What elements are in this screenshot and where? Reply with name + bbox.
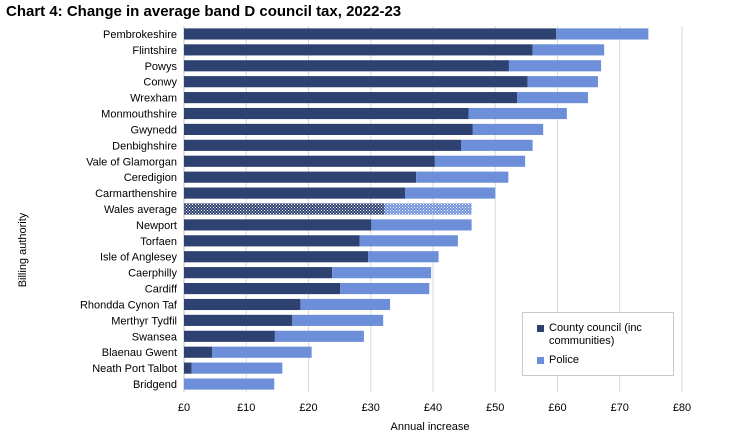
bar-police [468,107,567,120]
category-label: Denbighshire [112,140,177,152]
bar-police [434,155,526,167]
bar-county-council [184,219,372,231]
legend-swatch-county [537,325,544,332]
bar-police [368,251,439,263]
bar-police [517,92,589,104]
x-axis-title: Annual increase [391,421,470,433]
category-label: Powys [145,61,178,73]
bar-police [371,219,472,231]
x-tick-label: £70 [611,402,629,414]
bar-county-council [184,92,518,104]
bar-county-council [184,76,528,88]
bar-county-council [184,155,435,167]
bar-police [527,76,598,88]
bar-police [184,378,275,390]
bar-county-council [184,28,557,40]
bar-police [461,139,533,151]
category-label: Wales average [104,204,177,216]
x-tick-label: £60 [548,402,566,414]
bar-police [292,314,384,326]
legend-label-police: Police [549,354,579,366]
category-label: Merthyr Tydfil [111,315,177,327]
category-label: Torfaen [140,236,177,248]
bar-county-council [184,362,192,374]
x-tick-labels: £0 £10 £20 £30 £40 £50 £60 £70 £80 [178,402,691,414]
y-axis-title: Billing authority [17,212,29,287]
bar-county-council [184,282,341,295]
bar-police [532,44,605,56]
x-tick-label: £80 [673,402,691,414]
bar-county-council [184,44,533,56]
category-label: Swansea [132,331,178,343]
bar-police [556,28,649,40]
legend-swatch-police [537,357,544,364]
category-label: Monmouthshire [101,109,177,121]
bar-county-council [184,346,213,358]
bar-county-council [184,314,293,326]
bar-police [300,298,391,311]
bar-police [384,203,472,215]
bar-county-council [184,203,385,215]
bar-county-council [184,298,301,311]
x-tick-label: £40 [424,402,442,414]
x-tick-label: £30 [362,402,380,414]
bar-police [416,171,509,183]
category-label: Vale of Glamorgan [86,156,177,168]
x-tick-label: £50 [486,402,504,414]
legend-label-county: County council (inc communities) [549,322,642,347]
chart-title: Chart 4: Change in average band D counci… [6,3,402,20]
legend: County council (inc communities) Police [522,312,674,376]
category-label: Ceredigion [124,172,177,184]
category-labels: Pembrokeshire Flintshire Powys Conwy Wrexham… [80,29,178,391]
bar-county-council [184,267,333,279]
bar-police [359,235,458,247]
category-label: Newport [136,220,177,232]
bar-police [340,282,430,295]
category-label: Conwy [143,77,177,89]
bar-county-council [184,139,462,151]
category-label: Cardiff [145,284,178,296]
bar-county-council [184,187,405,199]
bar-county-council [184,171,417,183]
category-label: Carmarthenshire [95,188,177,200]
x-tick-label: £0 [178,402,190,414]
legend-item-county: County council (inc communities) [537,322,659,348]
category-label: Rhondda Cynon Taf [80,299,178,311]
bar-county-council [184,107,469,120]
bar-county-council [184,60,509,72]
bar-police [332,267,432,279]
bar-police [191,362,283,374]
category-label: Neath Port Talbot [92,363,177,375]
bar-county-council [184,251,369,263]
bar-county-council [184,123,473,136]
category-label: Gwynedd [131,124,177,136]
bar-police [404,187,496,199]
bar-police [274,330,364,342]
category-label: Blaenau Gwent [102,347,177,359]
category-label: Bridgend [133,379,177,391]
bar-county-council [184,330,275,342]
bar-county-council [184,235,360,247]
bar-police [508,60,602,72]
legend-item-police: Police [537,354,659,367]
bar-police [212,346,312,358]
category-label: Caerphilly [128,268,177,280]
category-label: Flintshire [132,45,177,57]
category-label: Pembrokeshire [103,29,177,41]
x-tick-label: £10 [237,402,255,414]
category-label: Wrexham [130,93,177,105]
bars [184,28,649,390]
bar-police [472,123,544,136]
x-tick-label: £20 [299,402,317,414]
category-label: Isle of Anglesey [100,252,178,264]
